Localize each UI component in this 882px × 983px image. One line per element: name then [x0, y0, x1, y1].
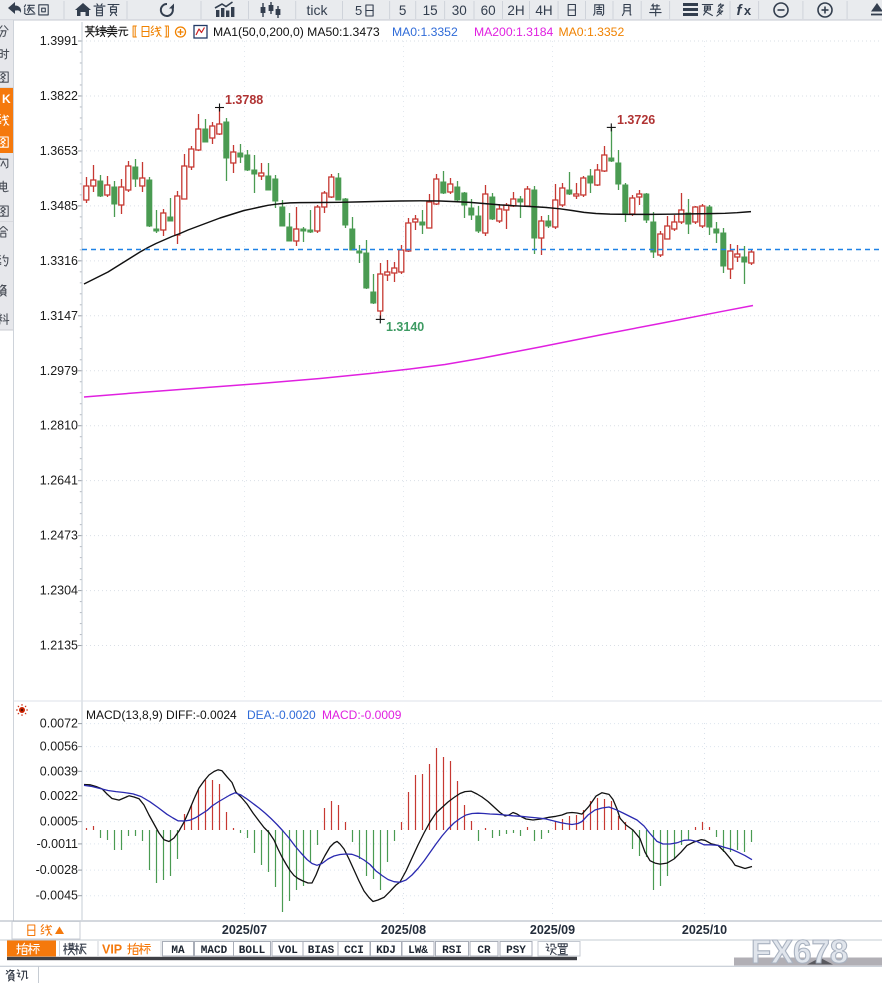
svg-text:2H: 2H — [507, 3, 524, 18]
svg-text:4H: 4H — [535, 3, 552, 18]
svg-text:0.0056: 0.0056 — [40, 740, 78, 754]
svg-text:f: f — [737, 2, 744, 19]
svg-text:2025/08: 2025/08 — [381, 923, 426, 937]
svg-text:2025/09: 2025/09 — [530, 923, 575, 937]
svg-text:1.3147: 1.3147 — [40, 309, 78, 323]
svg-text:LW&: LW& — [408, 945, 428, 957]
svg-text:1.3653: 1.3653 — [40, 144, 78, 158]
svg-text:1.2135: 1.2135 — [40, 639, 78, 653]
svg-text:MACD(13,8,9) DIFF:-0.0024: MACD(13,8,9) DIFF:-0.0024 — [86, 708, 237, 722]
svg-text:30: 30 — [452, 3, 467, 18]
svg-text:5: 5 — [355, 3, 362, 18]
svg-text:KDJ: KDJ — [376, 945, 396, 957]
svg-text:CR: CR — [477, 945, 491, 957]
svg-text:5: 5 — [399, 3, 407, 18]
svg-text:0.0005: 0.0005 — [40, 815, 78, 829]
svg-text:K: K — [2, 92, 11, 106]
svg-text:-0.0028: -0.0028 — [36, 863, 78, 877]
svg-text:0.0072: 0.0072 — [40, 717, 78, 731]
svg-text:1.2979: 1.2979 — [40, 364, 78, 378]
svg-text:MACD: MACD — [201, 945, 228, 957]
svg-text:tick: tick — [307, 2, 329, 18]
svg-text:MA200:1.3184: MA200:1.3184 — [474, 25, 554, 39]
svg-text:15: 15 — [423, 3, 438, 18]
svg-text:2025/10: 2025/10 — [682, 923, 727, 937]
svg-text:VIP: VIP — [102, 943, 122, 957]
svg-text:MA1(50,0,200,0) MA50:1.3473: MA1(50,0,200,0) MA50:1.3473 — [213, 25, 380, 39]
svg-text:1.2473: 1.2473 — [40, 529, 78, 543]
svg-text:CCI: CCI — [344, 945, 364, 957]
svg-text:1.3991: 1.3991 — [40, 34, 78, 48]
svg-text:60: 60 — [481, 3, 496, 18]
svg-text:-0.0011: -0.0011 — [37, 837, 79, 851]
svg-text:1.3788: 1.3788 — [225, 93, 263, 107]
svg-text:1.3316: 1.3316 — [40, 254, 78, 268]
svg-text:DEA:-0.0020: DEA:-0.0020 — [247, 708, 316, 722]
svg-text:1.3822: 1.3822 — [40, 89, 78, 103]
svg-text:1.3485: 1.3485 — [40, 199, 78, 213]
svg-text:2025/07: 2025/07 — [222, 923, 267, 937]
svg-text:MACD:-0.0009: MACD:-0.0009 — [322, 708, 402, 722]
svg-text:0.0022: 0.0022 — [40, 789, 78, 803]
svg-text:BIAS: BIAS — [308, 945, 335, 957]
svg-text:1.2304: 1.2304 — [40, 584, 78, 598]
svg-text:0.0039: 0.0039 — [40, 764, 78, 778]
svg-text:MA0:1.3352: MA0:1.3352 — [392, 25, 458, 39]
svg-text:1.3726: 1.3726 — [617, 113, 655, 127]
svg-text:RSI: RSI — [442, 945, 462, 957]
svg-text:x: x — [744, 3, 752, 18]
svg-text:FX678: FX678 — [751, 933, 848, 970]
svg-text:1.2641: 1.2641 — [40, 474, 78, 488]
svg-text:PSY: PSY — [506, 945, 526, 957]
svg-text:1.3140: 1.3140 — [386, 320, 424, 334]
svg-text:1.2810: 1.2810 — [40, 419, 78, 433]
svg-text:MA0:1.3352: MA0:1.3352 — [559, 25, 625, 39]
svg-text:VOL: VOL — [278, 945, 298, 957]
svg-text:-0.0045: -0.0045 — [36, 889, 78, 903]
svg-text:MA: MA — [171, 945, 185, 957]
svg-text:BOLL: BOLL — [239, 945, 266, 957]
